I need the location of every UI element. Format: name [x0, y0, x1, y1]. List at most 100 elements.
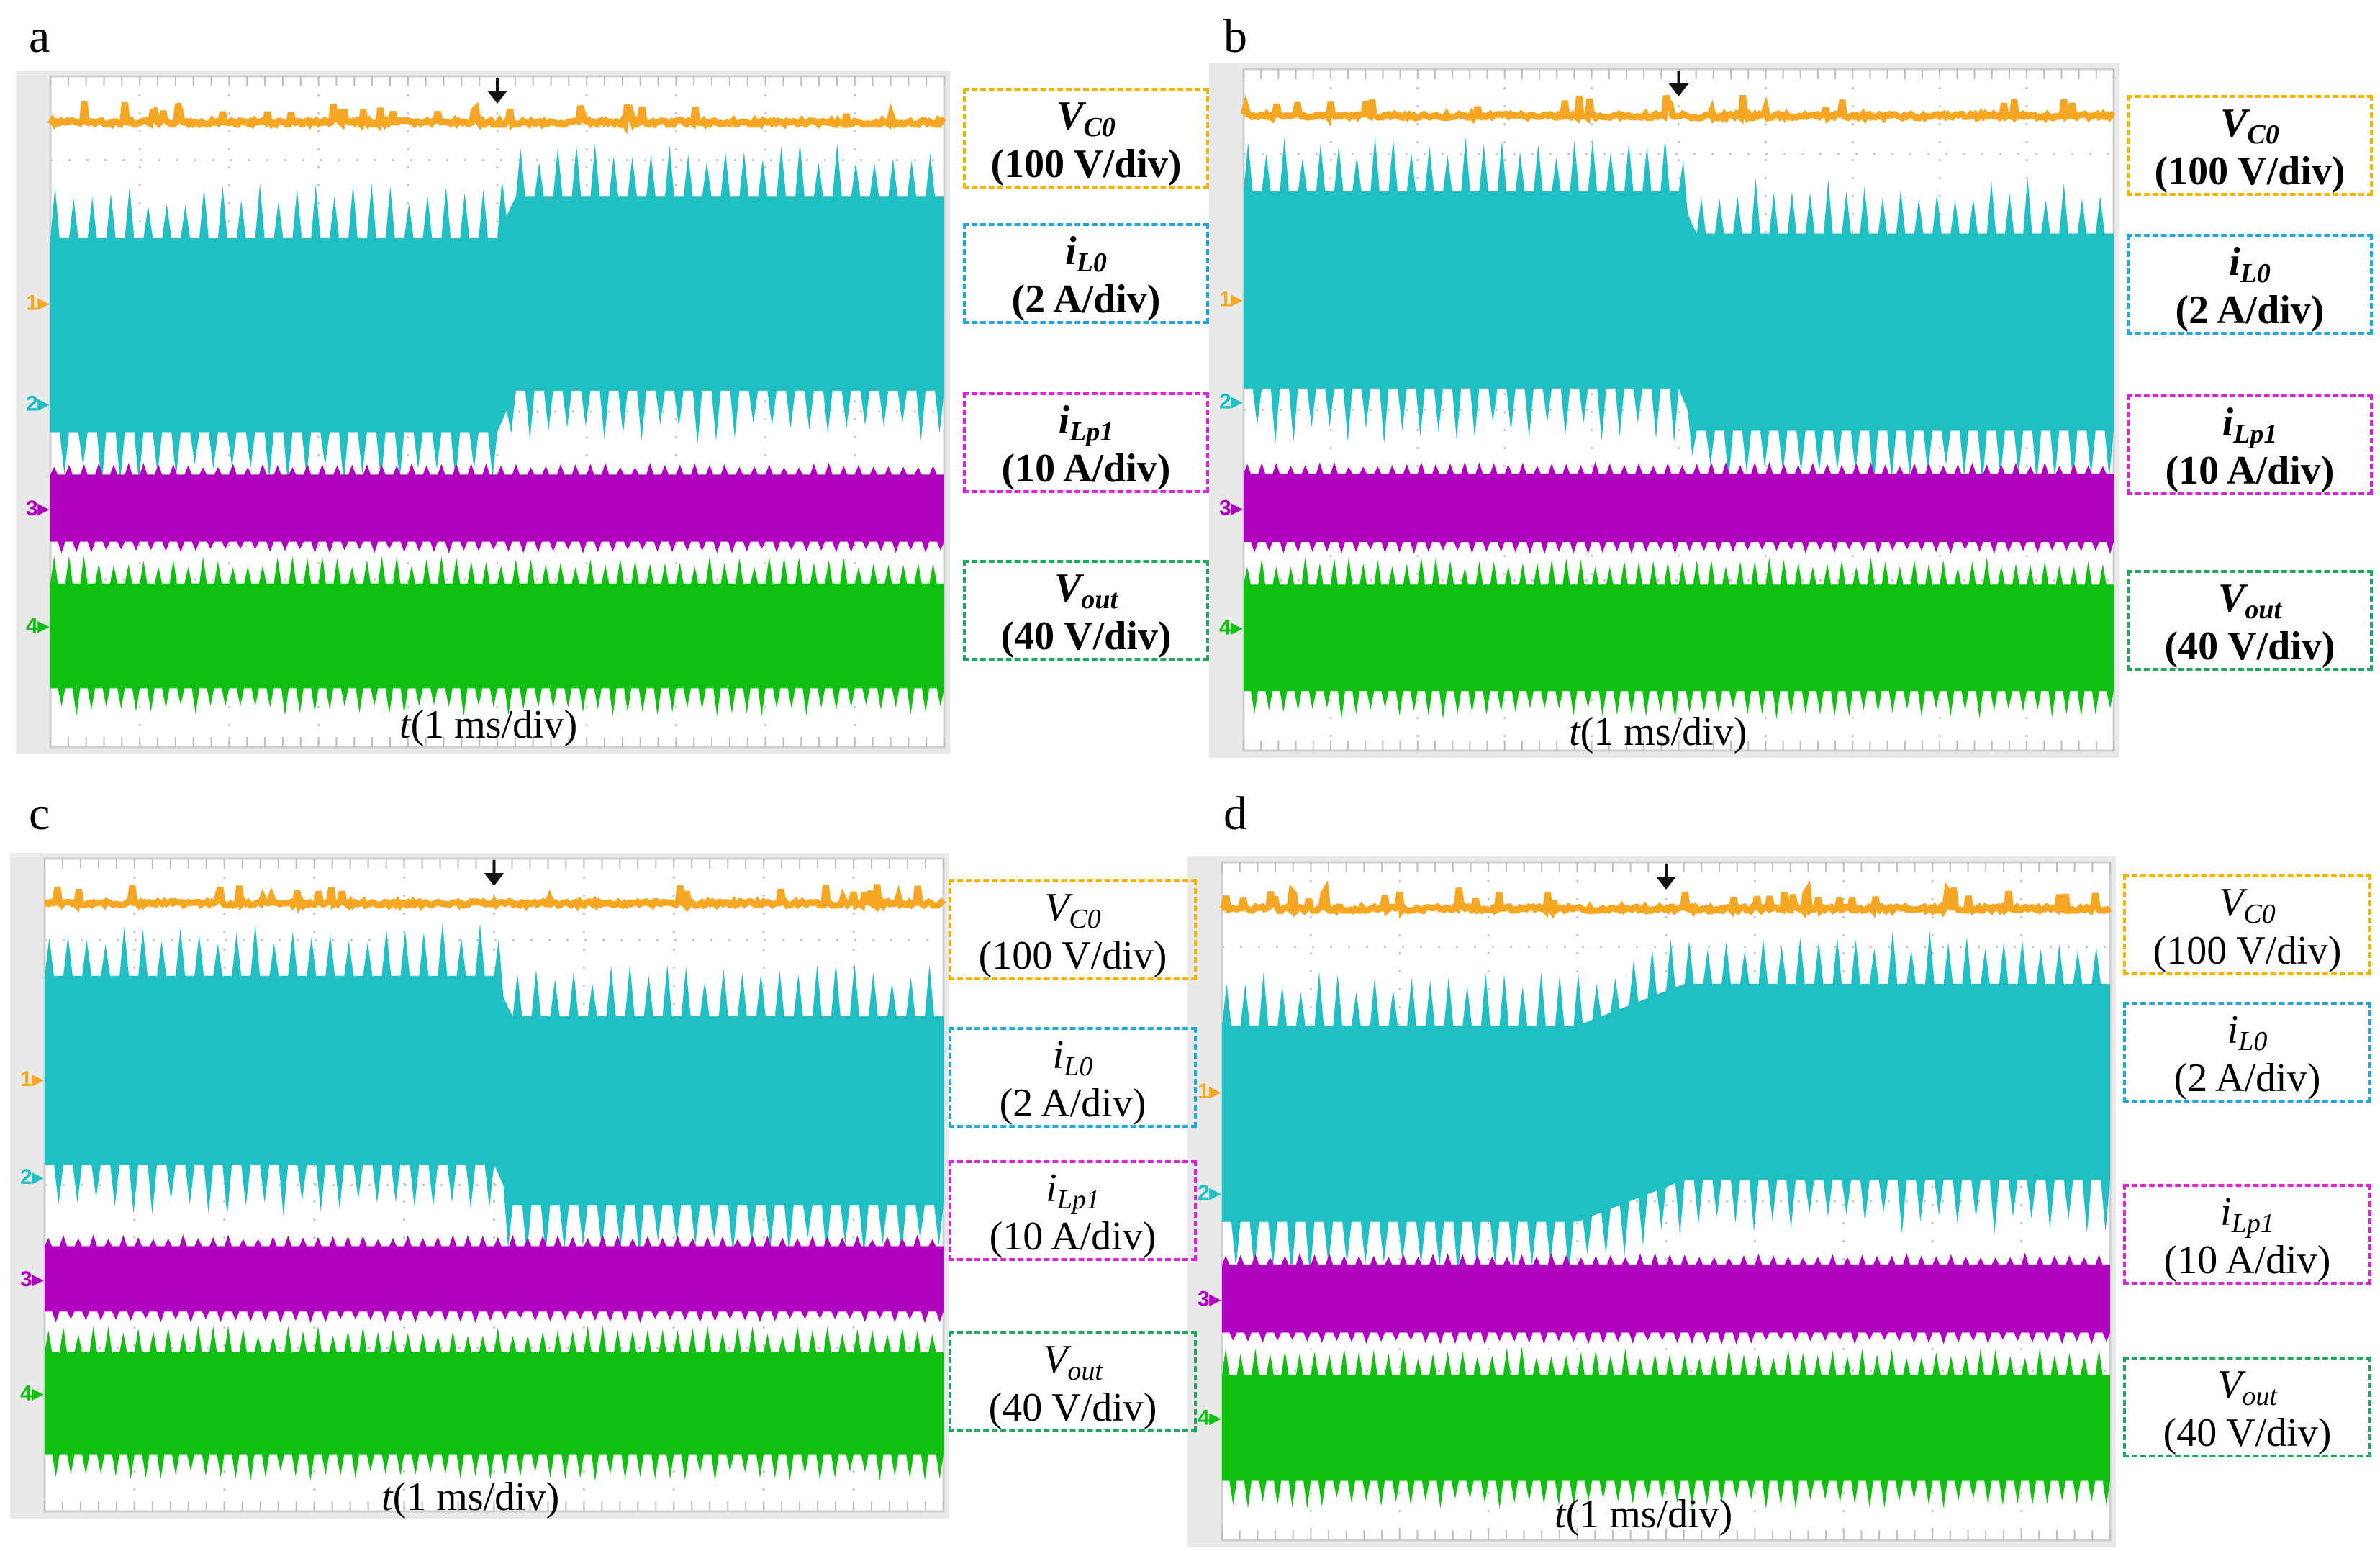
channel-label-l0-b: iL0 (2 A/div) [2127, 234, 2373, 335]
channel-name: iL0 [2229, 240, 2271, 289]
channel-name: Vout [2217, 576, 2282, 625]
trace-il0 [45, 922, 944, 1258]
channel-label-c0-b: VC0 (100 V/div) [2127, 95, 2373, 196]
oscilloscope-plot: 1▸ 2▸ 3▸ 4▸ [20, 857, 946, 1513]
trace-vout [45, 1325, 944, 1482]
time-scale: (1 ms/div) [410, 702, 578, 747]
channel-marker-1: 1▸ [20, 1067, 45, 1091]
trace-ilp1 [45, 1234, 944, 1324]
channel-scale: (40 V/div) [988, 1385, 1157, 1430]
channel-marker-4: 4▸ [1219, 615, 1244, 639]
time-scale-label-c: t(1 ms/div) [381, 1474, 559, 1520]
time-var: t [1569, 710, 1580, 754]
channel-name: Vout [1043, 1337, 1103, 1386]
channel-label-out-c: Vout (40 V/div) [949, 1331, 1197, 1432]
trigger-arrow-icon [1668, 71, 1689, 96]
channel-scale: (100 V/div) [978, 933, 1167, 978]
oscilloscope-plot: 1▸ 2▸ 3▸ 4▸ [1219, 68, 2116, 752]
channel-scale: (40 V/div) [2164, 623, 2335, 669]
channel-subscript: C0 [1069, 904, 1101, 934]
channel-name: VC0 [1056, 94, 1116, 143]
channel-subscript: C0 [2247, 119, 2279, 150]
channel-scale: (2 A/div) [2175, 287, 2325, 333]
channel-name: iL0 [1052, 1033, 1093, 1082]
channel-name: iL0 [2227, 1008, 2268, 1057]
trace-vc0 [44, 884, 946, 914]
trace-il0 [1244, 135, 2114, 487]
trace-vc0 [47, 101, 946, 135]
trace-vout [50, 555, 944, 717]
channel-name: iL0 [1065, 229, 1107, 278]
scope-panel-c: 1▸ 2▸ 3▸ 4▸ [10, 853, 949, 1519]
channel-marker-4: 4▸ [20, 1382, 45, 1406]
channel-scale: (2 A/div) [999, 1080, 1146, 1126]
time-scale: (1 ms/div) [392, 1475, 560, 1519]
channel-subscript: L0 [1076, 248, 1107, 278]
trace-ilp1 [1244, 461, 2114, 554]
channel-subscript: L0 [2238, 1026, 2268, 1057]
channel-label-lp1-d: iLp1 (10 A/div) [2123, 1184, 2371, 1285]
channel-subscript: L0 [1064, 1052, 1093, 1082]
channel-subscript: Lp1 [2231, 1208, 2274, 1239]
channel-label-l0-d: iL0 (2 A/div) [2123, 1002, 2371, 1103]
channel-name: Vout [2217, 1362, 2277, 1411]
channel-scale: (10 A/div) [2165, 448, 2335, 493]
trace-vout [1222, 1347, 2110, 1509]
time-scale: (1 ms/div) [1565, 1492, 1733, 1537]
channel-marker-1: 1▸ [26, 291, 50, 315]
channel-scale: (100 V/div) [2154, 148, 2345, 194]
panel-letter-d: d [1223, 787, 1247, 840]
trace-vc0 [1219, 879, 2112, 919]
trigger-arrow-icon [487, 78, 507, 104]
trace-vc0 [1240, 94, 2116, 127]
trace-ilp1 [50, 462, 944, 554]
time-var: t [399, 702, 411, 747]
channel-scale: (10 A/div) [2163, 1237, 2331, 1283]
trace-il0 [1222, 930, 2110, 1277]
channel-name: Vout [1054, 566, 1118, 615]
channel-label-out-a: Vout (40 V/div) [963, 560, 1209, 661]
channel-label-lp1-b: iLp1 (10 A/div) [2127, 394, 2373, 495]
panel-letter-b: b [1223, 10, 1247, 63]
channel-scale: (40 V/div) [1000, 613, 1172, 659]
channel-label-out-b: Vout (40 V/div) [2127, 570, 2373, 671]
channel-label-l0-c: iL0 (2 A/div) [949, 1027, 1197, 1128]
panel-letter-c: c [29, 787, 50, 840]
scope-panel-b: 1▸ 2▸ 3▸ 4▸ [1209, 63, 2119, 758]
time-scale-label-d: t(1 ms/div) [1555, 1491, 1732, 1537]
oscilloscope-plot: 1▸ 2▸ 3▸ 4▸ [1198, 861, 2112, 1542]
time-scale-label-b: t(1 ms/div) [1569, 709, 1747, 755]
channel-scale: (2 A/div) [2173, 1055, 2321, 1100]
oscilloscope-plot: 1▸ 2▸ 3▸ 4▸ [26, 75, 946, 749]
channel-subscript: C0 [1083, 112, 1116, 143]
trace-il0 [50, 142, 944, 487]
channel-marker-3: 3▸ [20, 1267, 45, 1291]
channel-marker-2: 2▸ [1219, 390, 1244, 414]
channel-subscript: out [1081, 584, 1118, 615]
channel-marker-4: 4▸ [26, 614, 50, 638]
channel-subscript: out [1067, 1356, 1103, 1386]
channel-scale: (100 V/div) [2153, 928, 2342, 973]
channel-marker-2: 2▸ [1198, 1181, 1222, 1205]
time-scale: (1 ms/div) [1580, 710, 1747, 754]
trigger-arrow-icon [1656, 864, 1676, 890]
time-scale-label-a: t(1 ms/div) [399, 702, 577, 748]
channel-scale: (40 V/div) [2163, 1410, 2332, 1455]
channel-scale: (10 A/div) [989, 1213, 1157, 1259]
channel-marker-3: 3▸ [1198, 1287, 1222, 1311]
channel-name: VC0 [1044, 885, 1101, 934]
channel-subscript: out [2242, 1381, 2277, 1411]
channel-label-out-d: Vout (40 V/div) [2123, 1357, 2371, 1457]
channel-subscript: C0 [2243, 899, 2276, 929]
channel-marker-2: 2▸ [20, 1165, 45, 1189]
channel-name: VC0 [2219, 880, 2276, 929]
channel-name: iLp1 [2222, 400, 2278, 449]
channel-marker-3: 3▸ [1219, 497, 1244, 520]
channel-name: iLp1 [2220, 1190, 2274, 1239]
channel-subscript: Lp1 [1056, 1185, 1100, 1215]
channel-marker-3: 3▸ [26, 497, 50, 520]
channel-subscript: Lp1 [1069, 417, 1114, 447]
trace-vout [1244, 556, 2114, 720]
channel-scale: (100 V/div) [990, 141, 1182, 186]
channel-label-c0-a: VC0 (100 V/div) [963, 88, 1209, 189]
